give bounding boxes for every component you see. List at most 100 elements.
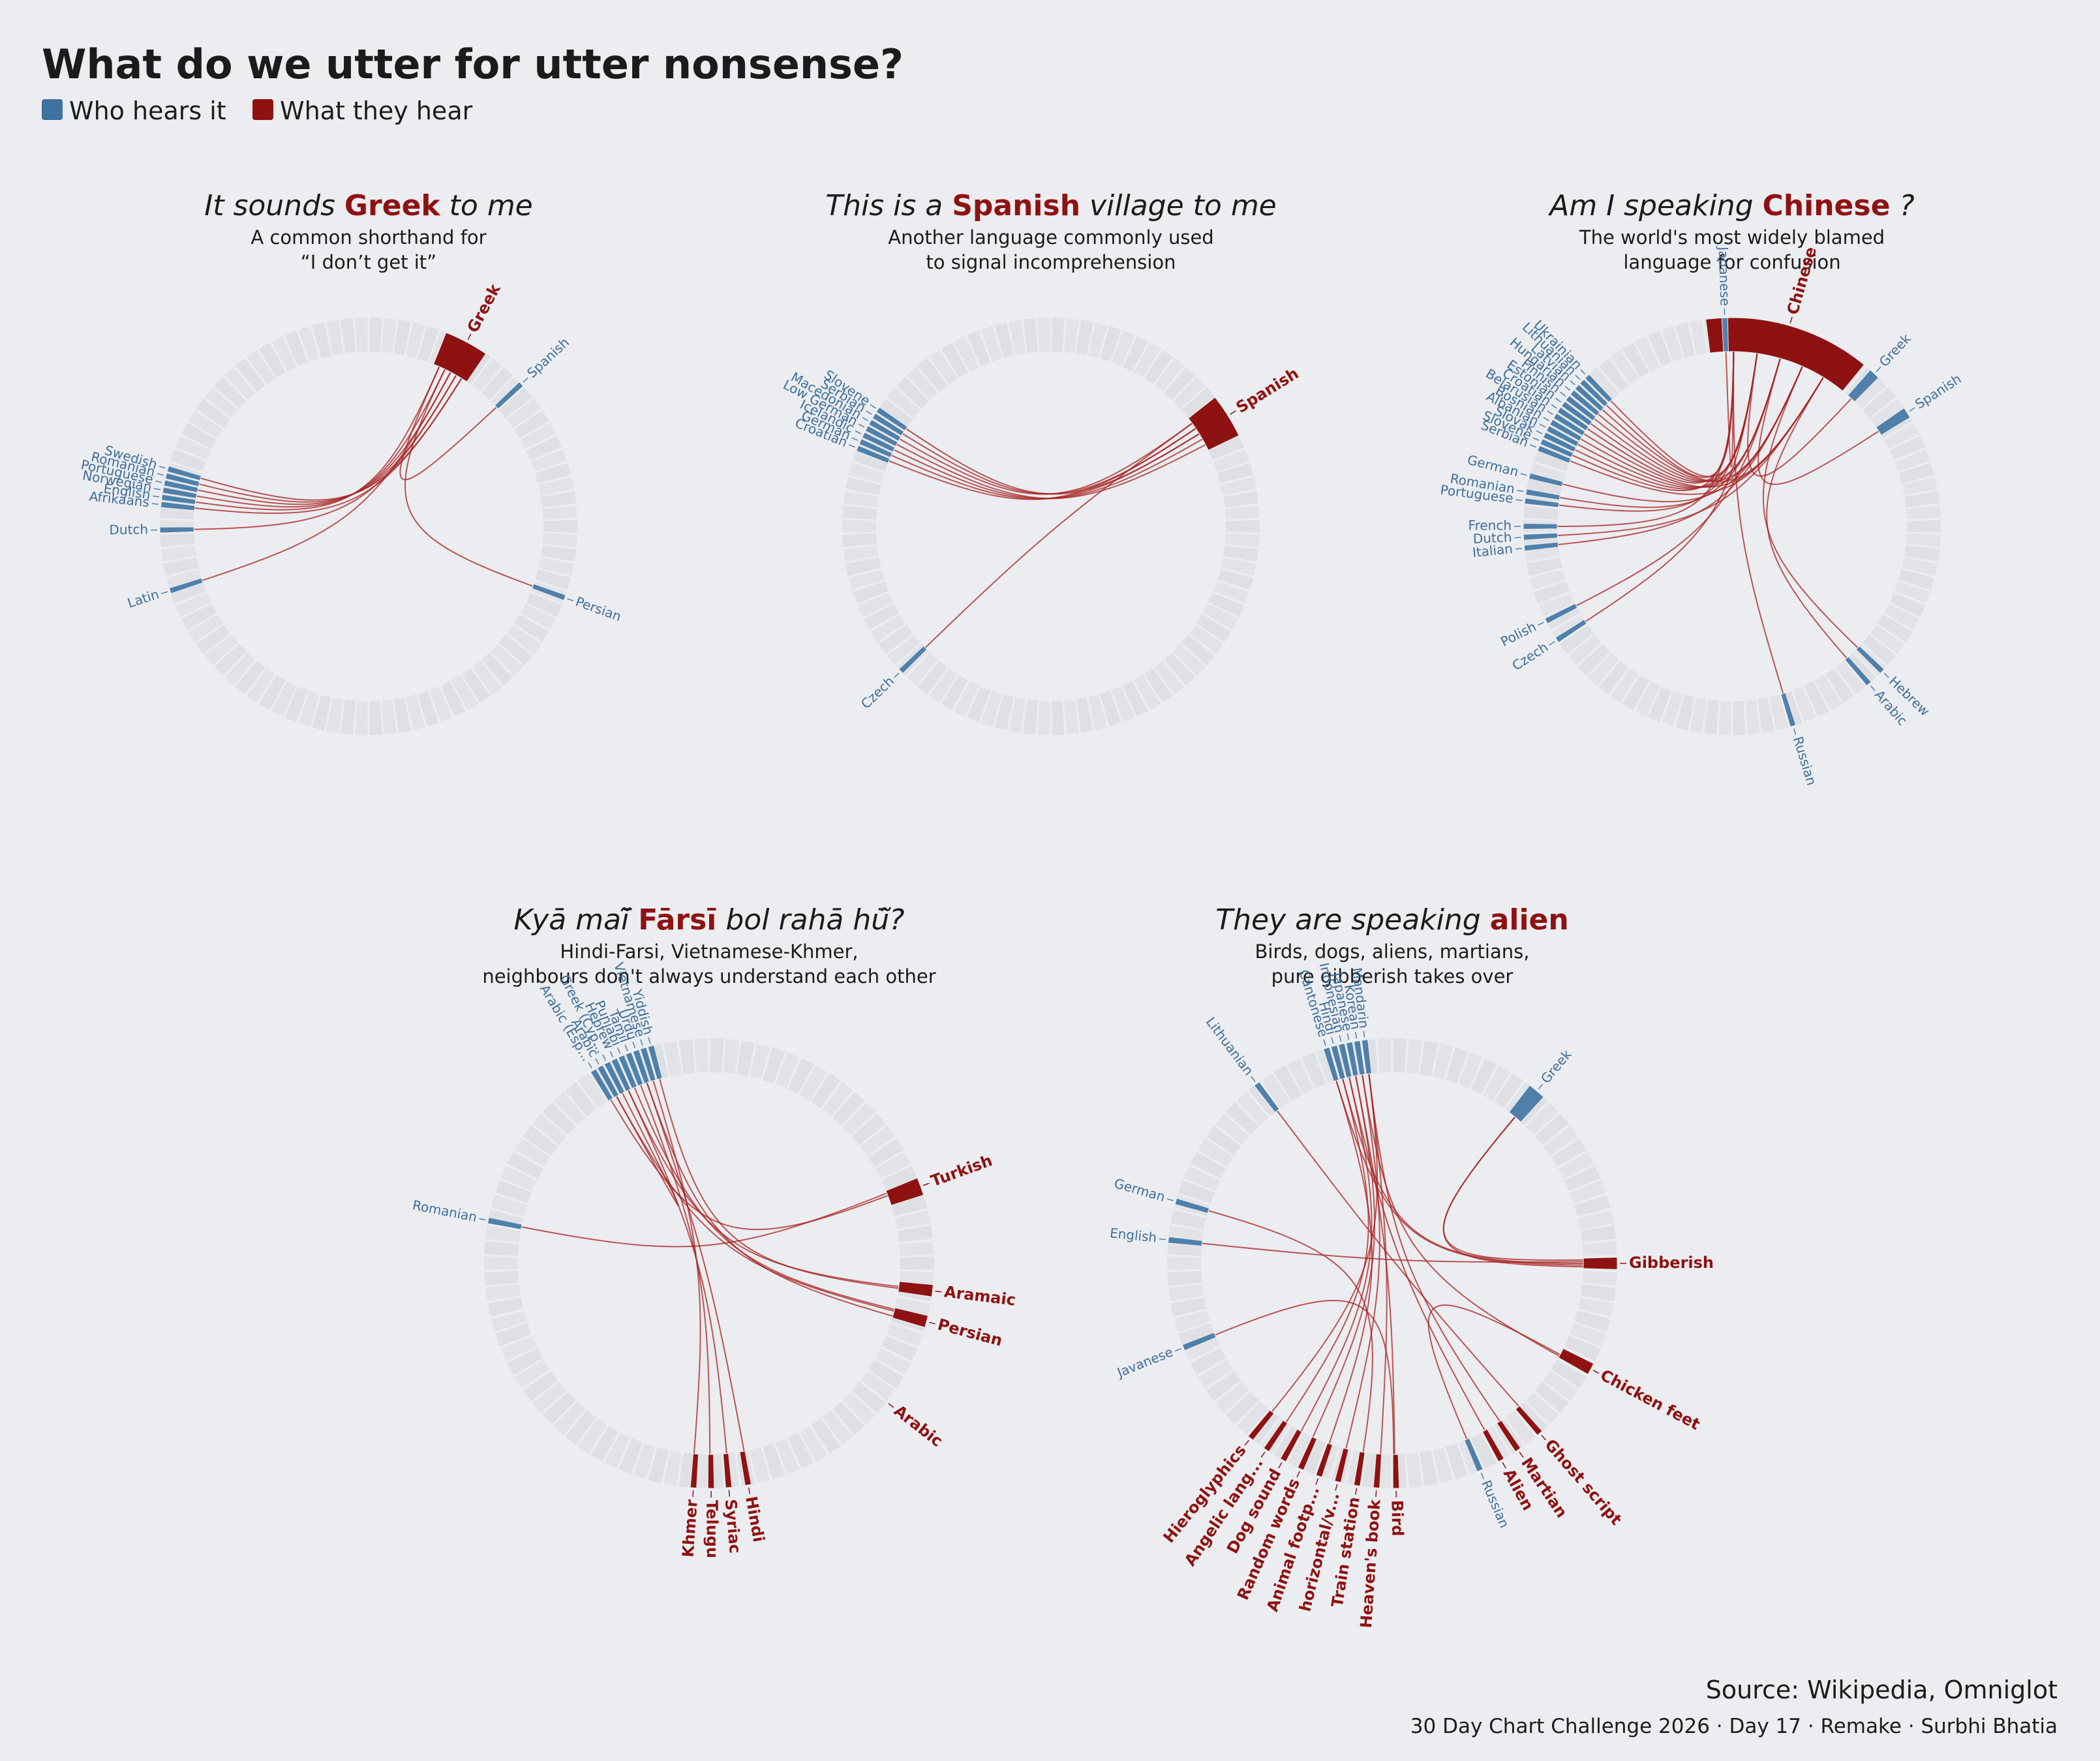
ring-segment — [1598, 358, 1629, 392]
link-finnish-to-chinese — [1594, 358, 1781, 482]
ring-segment — [1577, 644, 1610, 676]
ring-segment — [181, 603, 217, 630]
ring-segment — [1217, 569, 1254, 590]
panel-title: They are speaking alien — [1215, 903, 1568, 937]
ring-segment — [181, 423, 217, 449]
ring-segment — [1009, 320, 1026, 355]
label-tick — [1555, 398, 1562, 403]
node-arc-javanese — [1181, 1332, 1217, 1351]
ring-segment — [170, 449, 206, 472]
node-arc-persian — [531, 583, 566, 601]
ring-segment — [954, 336, 979, 372]
label-tick — [870, 404, 876, 409]
ring-segment — [472, 661, 502, 695]
chord-panel-4: Kyā maī̃ Fārsī bol rahā hū̃? Hindi-Farsi,… — [411, 903, 1016, 1558]
ring-segment — [1525, 1102, 1559, 1135]
label-tick — [1174, 1348, 1181, 1352]
ring-segment — [1208, 436, 1245, 460]
node-arc-cantonese — [1322, 1047, 1339, 1082]
ring-segment — [1564, 1336, 1601, 1361]
ring-segment — [941, 675, 968, 710]
node-arc-arabic — [596, 1064, 620, 1098]
ring-segment — [1198, 1359, 1234, 1389]
node-label-dutch: Dutch — [1472, 529, 1512, 547]
ring-segment — [1904, 545, 1940, 562]
label-tick — [1244, 1439, 1249, 1446]
ring-segment — [891, 1195, 928, 1216]
node-label-latin: Latin — [125, 586, 160, 611]
ring-segment — [1648, 330, 1672, 367]
node-arc-czech — [898, 645, 928, 674]
ring-segment — [382, 699, 397, 735]
ring-segment — [1675, 322, 1695, 358]
ring-segment — [1208, 592, 1245, 617]
label-tick — [1355, 1488, 1358, 1495]
label-tick — [467, 333, 472, 340]
ring-segment — [887, 635, 921, 665]
ring-segment — [224, 652, 256, 686]
label-tick — [609, 1051, 614, 1058]
ring-segment — [906, 367, 938, 400]
label-tick — [858, 423, 865, 428]
ring-segment — [214, 644, 247, 676]
ring-segment — [1260, 1073, 1290, 1109]
ring-segment — [1543, 1371, 1579, 1401]
ring-segment — [542, 1392, 576, 1424]
ring-segment — [1225, 1102, 1259, 1135]
ring-segment — [542, 505, 577, 520]
node-arc-mandarin — [1361, 1039, 1372, 1075]
ring-segment — [1863, 635, 1896, 665]
node-label-heaven-s-book: Heaven's book — [1357, 1498, 1384, 1629]
ring-segment — [1406, 1452, 1423, 1488]
ring-segment — [1804, 681, 1829, 717]
ring-segment — [495, 1180, 532, 1204]
node-label-bird: Bird — [1388, 1500, 1407, 1537]
ring-segment — [845, 557, 881, 576]
ring-segment — [1895, 581, 1930, 604]
ring-segment — [1009, 697, 1026, 733]
node-arc-hebrew — [1855, 645, 1885, 674]
ring-segment — [341, 699, 356, 735]
ring-segment — [484, 1241, 519, 1256]
ring-segment — [848, 462, 885, 483]
node-arc-chicken-feet — [1558, 1347, 1594, 1375]
node-arc-hungarian — [1570, 389, 1600, 417]
ring-segment — [1870, 399, 1905, 428]
ring-segment — [864, 603, 900, 630]
node-arc-norwegian — [162, 487, 198, 499]
node-arc-hindi — [739, 1451, 752, 1486]
ring-segment — [590, 1426, 619, 1462]
node-label-syriac: Syriac — [722, 1498, 744, 1554]
ring-segment — [1895, 449, 1930, 472]
label-tick — [157, 473, 164, 476]
label-tick — [1278, 1462, 1283, 1469]
node-arc-english — [160, 494, 196, 505]
link-hungarian-to-chinese — [1598, 366, 1803, 482]
chord-panel-5: They are speaking alien Birds, dogs, alie… — [1109, 903, 1714, 1629]
ring-segment — [1154, 661, 1185, 695]
ring-segment — [312, 322, 331, 358]
ring-segment — [851, 1381, 886, 1413]
ring-segment — [723, 1038, 740, 1074]
ring-segment — [565, 1410, 596, 1445]
ring-segment — [204, 387, 238, 418]
ring-segment — [1164, 367, 1196, 400]
node-label-turkish: Turkish — [928, 1151, 995, 1190]
node-label-aramaic: Aramaic — [943, 1282, 1017, 1309]
ring-segment — [298, 691, 320, 727]
node-arc-french — [1523, 523, 1558, 530]
node-arc-greek — [1847, 369, 1879, 402]
panel-title-post: village to me — [1080, 189, 1277, 222]
ring-segment — [1173, 376, 1206, 409]
label-tick — [922, 1182, 930, 1186]
ring-segment — [160, 545, 196, 562]
panel-subtitle-line: Hindi-Farsi, Vietnamese-Khmer, — [560, 941, 858, 963]
label-tick — [523, 377, 528, 383]
page-title: What do we utter for utter nonsense? — [42, 40, 904, 88]
node-arc-belarusian — [1553, 412, 1586, 436]
ring-segment — [235, 358, 266, 392]
ring-segment — [341, 318, 356, 354]
ring-segment — [1733, 700, 1746, 735]
panel-title-highlight: Spanish — [952, 189, 1080, 222]
node-label-lithuanian: Lithuanian — [1203, 1014, 1257, 1079]
